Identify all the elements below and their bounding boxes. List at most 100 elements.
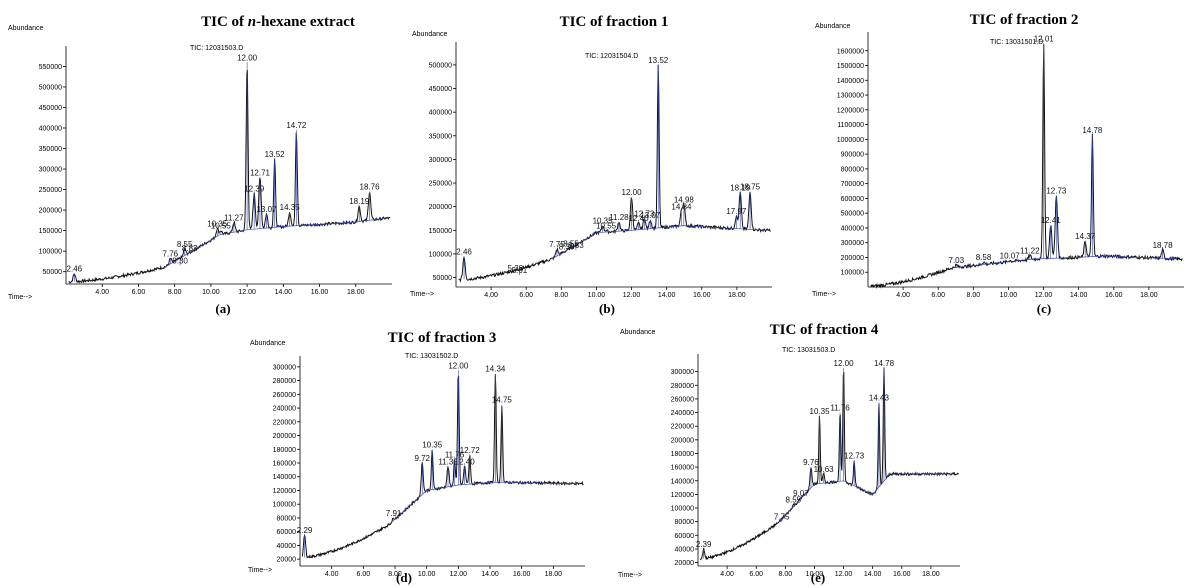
chart-b-xtick-label: 8.00 [555, 292, 569, 299]
chart-a-peak-label: 18.76 [360, 183, 381, 192]
chart-c-ytick-label: 700000 [841, 181, 864, 188]
chart-a-peak-label: 8.30 [172, 257, 188, 266]
chart-d-xtick-label: 16.00 [513, 571, 531, 578]
chart-c-ytick-label: 500000 [841, 211, 864, 218]
chart-a-peak-label: 10.55 [211, 222, 232, 231]
chart-b-peak-label: 12.73 [634, 209, 655, 218]
chart-c-peak-label: 10.07 [1000, 251, 1021, 260]
chart-e-ytick-label: 60000 [675, 533, 695, 540]
chart-c-ytick-label: 900000 [841, 152, 864, 159]
chart-e-peak-label: 2.39 [696, 540, 712, 549]
chart-d-integration-baseline [388, 481, 579, 526]
chart-a-peak-label: 7.76 [163, 250, 179, 259]
chart-b-ytick-label: 100000 [429, 251, 452, 258]
chart-e-peak-label: 9.07 [793, 489, 809, 498]
chart-b-ytick-label: 500000 [429, 62, 452, 69]
chart-e: Abundance Time--> TIC: 13031503.D 20000 4000… [618, 329, 960, 579]
chart-b-peak-label: 13.07 [640, 211, 661, 220]
chart-b-peak-label: 8.55 [563, 239, 579, 248]
chart-d-ytick-label: 100000 [273, 502, 296, 509]
chart-c-ytick-label: 1100000 [837, 122, 864, 129]
chart-b-peak-label: 5.61 [512, 266, 528, 275]
chart-e-peak-label: 11.76 [830, 404, 850, 413]
chart-c-xtick-label: 6.00 [931, 292, 945, 299]
chart-e-trace-label: TIC: 13031503.D [782, 347, 835, 354]
chart-a-ytick-label: 450000 [39, 105, 62, 112]
chart-c-series-line [870, 44, 1183, 289]
chart-e-xtick-label: 8.00 [779, 571, 793, 578]
chart-d-ytick-label: 260000 [273, 392, 296, 399]
chart-a-ytick-label: 100000 [39, 249, 62, 256]
chart-e-peak-label: 14.78 [874, 359, 895, 368]
chart-d-peak-label: 7.91 [386, 509, 402, 518]
chart-d-xtick-label: 14.00 [481, 571, 499, 578]
chart-a-ytick-label: 300000 [39, 167, 62, 174]
chart-d-peak-label: 12.40 [455, 457, 476, 466]
chart-c-xtick-label: 12.00 [1035, 292, 1053, 299]
chart-b-xtick-label: 6.00 [519, 292, 533, 299]
chart-e-peak-label: 10.63 [814, 465, 835, 474]
chart-d-xtick-label: 10.00 [418, 571, 436, 578]
chart-d-ytick-label: 180000 [273, 447, 296, 454]
chart-b-xtick-label: 10.00 [588, 292, 606, 299]
chart-c-ytick-label: 1000000 [837, 137, 864, 144]
chart-d-ytick-label: 280000 [273, 378, 296, 385]
chart-d-ytick-label: 20000 [277, 557, 297, 564]
chart-d-panel-label: (d) [396, 570, 412, 585]
chart-b-peak-label: 12.00 [622, 188, 643, 197]
chart-b-ytick-label: 450000 [429, 86, 452, 93]
chart-d-title: TIC of fraction 3 [388, 330, 497, 346]
chart-e-xtick-label: 14.00 [864, 571, 882, 578]
chart-b-ytick-label: 200000 [429, 204, 452, 211]
chart-d-ytick-label: 140000 [273, 474, 296, 481]
chart-b-peak-label: 17.97 [726, 207, 747, 216]
chart-c-trace-label: TIC: 13031501.D [990, 39, 1043, 46]
chart-a-xlabel: Time--> [8, 294, 32, 301]
chart-a-series-line [68, 69, 391, 284]
chart-d-peak-label: 12.00 [448, 361, 469, 370]
chart-d-ytick-label: 220000 [273, 419, 296, 426]
chart-c-peak-label: 18.78 [1153, 241, 1174, 250]
chart-a-xtick-label: 8.00 [168, 289, 182, 296]
chart-e-ytick-label: 120000 [671, 492, 694, 499]
chart-c-xtick-label: 4.00 [896, 292, 910, 299]
chart-b-peak-label: 18.75 [740, 183, 761, 192]
chart-e-peak-label: 10.35 [810, 407, 831, 416]
chart-b-xtick-label: 4.00 [484, 292, 498, 299]
chart-d-ytick-label: 240000 [273, 406, 296, 413]
chart-e-peak-label: 8.55 [786, 496, 802, 505]
chart-d-trace-label: TIC: 13031502.D [405, 353, 458, 360]
chart-b-xtick-label: 14.00 [658, 292, 676, 299]
chart-b-peak-label: 5.38 [508, 264, 524, 273]
chart-e-ytick-label: 40000 [675, 546, 695, 553]
chart-d-ytick-label: 160000 [273, 461, 296, 468]
chart-a-ytick-label: 150000 [39, 228, 62, 235]
chart-d-peak-label: 14.34 [485, 365, 506, 374]
chart-b-peak-label: 13.52 [648, 56, 669, 65]
chart-c-ytick-label: 400000 [841, 225, 864, 232]
chart-a-peak-label: 12.71 [250, 168, 271, 177]
chart-e-ytick-label: 80000 [675, 519, 695, 526]
chart-a-peak-label: 8.55 [177, 240, 193, 249]
chart-b-integration-baseline [552, 225, 766, 259]
chart-c-peak-label: 12.41 [1041, 216, 1062, 225]
chart-d-ytick-label: 80000 [277, 515, 297, 522]
chart-c-ytick-label: 800000 [841, 166, 864, 173]
chart-c-peak-label: 11.22 [1020, 246, 1040, 255]
chart-b-peak-label: 11.28 [609, 213, 629, 222]
chart-c-integration-baseline [952, 255, 1178, 269]
chart-b-xtick-label: 16.00 [693, 292, 711, 299]
chart-a-peak-label: 12.00 [237, 53, 258, 62]
chart-d-ytick-label: 60000 [277, 529, 297, 536]
chart-a-xtick-label: 18.00 [347, 289, 365, 296]
chart-e-ytick-label: 260000 [671, 396, 694, 403]
chart-b-title: TIC of fraction 1 [560, 14, 669, 30]
chart-e-ytick-label: 240000 [671, 410, 694, 417]
chart-a-ytick-label: 500000 [39, 84, 62, 91]
chart-d-ytick-label: 120000 [273, 488, 296, 495]
chart-e-xtick-label: 18.00 [922, 571, 940, 578]
chart-a: Abundance Time--> TIC: 12031503.D 50000 1000… [8, 25, 392, 301]
chart-b-ytick-label: 250000 [429, 181, 452, 188]
chart-d-xtick-label: 6.00 [357, 571, 371, 578]
